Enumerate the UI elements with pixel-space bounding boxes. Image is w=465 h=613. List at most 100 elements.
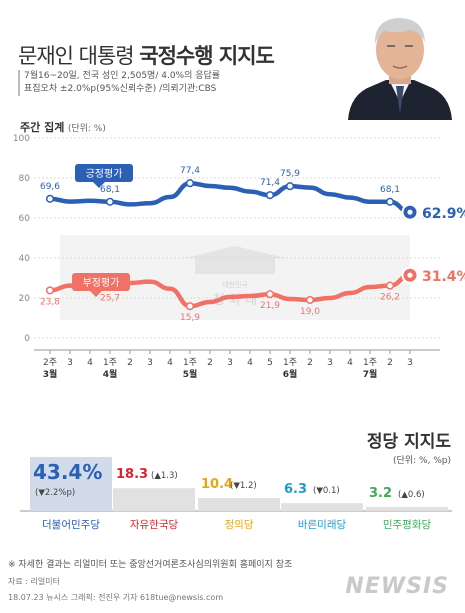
footer-credit: 18.07.23 뉴시스 그래픽: 전진우 기자 618tue@newsis.c… [8, 593, 224, 602]
data-label: 25,7 [100, 294, 120, 304]
legend-tag-pointer [93, 182, 105, 188]
x-tick-label: 1주 [363, 357, 377, 368]
y-tick-label: 60 [19, 214, 31, 224]
party-value-label: 18.3 [116, 467, 148, 482]
legend-tag-label: 부정평가 [83, 277, 120, 289]
party-value-label: 6.3 [284, 482, 307, 497]
x-tick-label: 1주 [103, 357, 117, 368]
party-change-label: (▼0.1) [313, 486, 340, 496]
weekly-aggregate-label: 주간 집계 (단위: %) [20, 119, 106, 135]
x-tick-label: 4 [347, 358, 353, 368]
x-tick-label: 4 [167, 358, 173, 368]
x-tick-label: 4 [87, 358, 93, 368]
title-light: 문재인 대통령 [18, 44, 135, 68]
data-label: 69,6 [40, 182, 60, 192]
data-label: 68,1 [100, 185, 120, 195]
party-change-label: (▲0.6) [398, 490, 425, 500]
data-point [105, 197, 115, 206]
x-tick-label: 5 [267, 358, 273, 368]
data-point [285, 182, 295, 191]
final-value-label: 31.4% [422, 269, 465, 285]
data-point [385, 281, 395, 290]
party-value-label: 43.4% [33, 460, 102, 484]
month-label: 3월 [43, 368, 58, 380]
data-label: 21,9 [260, 301, 280, 311]
data-label: 26,2 [380, 293, 400, 303]
party-value-label: 10.4 [201, 477, 233, 492]
x-tick-label: 2주 [43, 357, 57, 368]
y-tick-label: 100 [13, 134, 30, 144]
legend-tag-pointer [90, 291, 102, 297]
party-bar [198, 498, 280, 511]
x-tick-label: 2 [387, 358, 393, 368]
party-support-unit: (단위: %, %p) [392, 456, 451, 466]
data-point [265, 290, 275, 299]
watermark-building [195, 258, 275, 274]
data-point [45, 286, 55, 295]
survey-info-line2: 표집오차 ±2.0%p(95%신뢰수준) /의뢰기관:CBS [24, 84, 217, 94]
data-point [265, 191, 275, 200]
party-change-label: (▲1.3) [151, 471, 178, 481]
month-label: 4월 [103, 368, 118, 380]
data-point [185, 302, 195, 311]
x-tick-label: 1주 [283, 357, 297, 368]
data-label: 75,9 [280, 169, 300, 179]
x-tick-label: 1주 [183, 357, 197, 368]
data-point [385, 197, 395, 206]
agg-unit: (단위: %) [67, 124, 106, 134]
x-tick-label: 3 [147, 358, 153, 368]
x-tick-label: 2 [207, 358, 213, 368]
y-tick-label: 40 [19, 254, 31, 264]
data-label: 15,9 [180, 313, 200, 323]
party-name-label: 정의당 [225, 519, 254, 531]
data-label: 23,8 [40, 297, 60, 307]
party-name-label: 바른미래당 [298, 519, 347, 531]
party-bar [30, 457, 112, 511]
agg-label: 주간 집계 [20, 121, 65, 134]
final-point-core [407, 209, 413, 215]
watermark-small: 대한민국 [222, 280, 248, 289]
party-bar-chart: 43.4% (▼2.2%p) 더불어민주당 18.3 (▲1.3) 자유한국당 10.4 (▼… [20, 457, 452, 531]
portrait-image [348, 18, 452, 120]
data-label: 19,0 [300, 307, 320, 317]
party-change-label: (▼2.2%p) [35, 488, 75, 498]
x-tick-label: 4 [247, 358, 253, 368]
data-label: 68,1 [380, 185, 400, 195]
survey-info-line1: 7월16~20일, 전국 성인 2,505명/ 4.0%의 응답률 [24, 71, 221, 81]
party-bar [366, 507, 448, 511]
party-bar [281, 503, 363, 511]
footer-note: ※ 자세한 결과는 리얼미터 또는 중앙선거여론조사심의위원회 홈페이지 참조 [8, 560, 293, 570]
x-tick-label: 3 [407, 358, 413, 368]
legend-tag-0 [75, 164, 133, 182]
page-title: 문재인 대통령 국정수행 지지도 [18, 40, 275, 70]
final-point-core [407, 272, 413, 278]
party-name-label: 민주평화당 [383, 519, 432, 531]
party-bar [113, 488, 195, 511]
y-tick-label: 80 [19, 174, 31, 184]
data-point [305, 295, 315, 305]
data-label: 77,4 [180, 166, 200, 176]
party-name-label: 더불어민주당 [42, 519, 100, 531]
data-point [45, 194, 55, 203]
x-tick-label: 3 [67, 358, 73, 368]
party-value-label: 3.2 [369, 486, 392, 501]
x-tick-label: 3 [227, 358, 233, 368]
footer-source: 자료 : 리얼미터 [8, 577, 60, 586]
month-label: 6월 [283, 368, 298, 380]
x-tick-label: 2 [307, 358, 313, 368]
legend-tag-label: 긍정평가 [86, 168, 123, 180]
month-label: 7월 [363, 368, 378, 380]
final-value-label: 62.9% [422, 206, 465, 222]
survey-info: 7월16~20일, 전국 성인 2,505명/ 4.0%의 응답률 표집오차 ±… [18, 70, 220, 96]
x-tick-label: 2 [127, 358, 133, 368]
newsis-logo: NEWSIS [345, 574, 449, 599]
y-tick-label: 20 [19, 294, 31, 304]
data-label: 71,4 [260, 178, 280, 188]
party-support-title: 정당 지지도 [366, 432, 451, 452]
y-tick-label: 0 [24, 334, 30, 344]
month-label: 5월 [183, 368, 198, 380]
title-bold: 국정수행 지지도 [139, 44, 275, 68]
legend-tag-1 [72, 273, 130, 291]
party-name-label: 자유한국당 [130, 519, 179, 531]
